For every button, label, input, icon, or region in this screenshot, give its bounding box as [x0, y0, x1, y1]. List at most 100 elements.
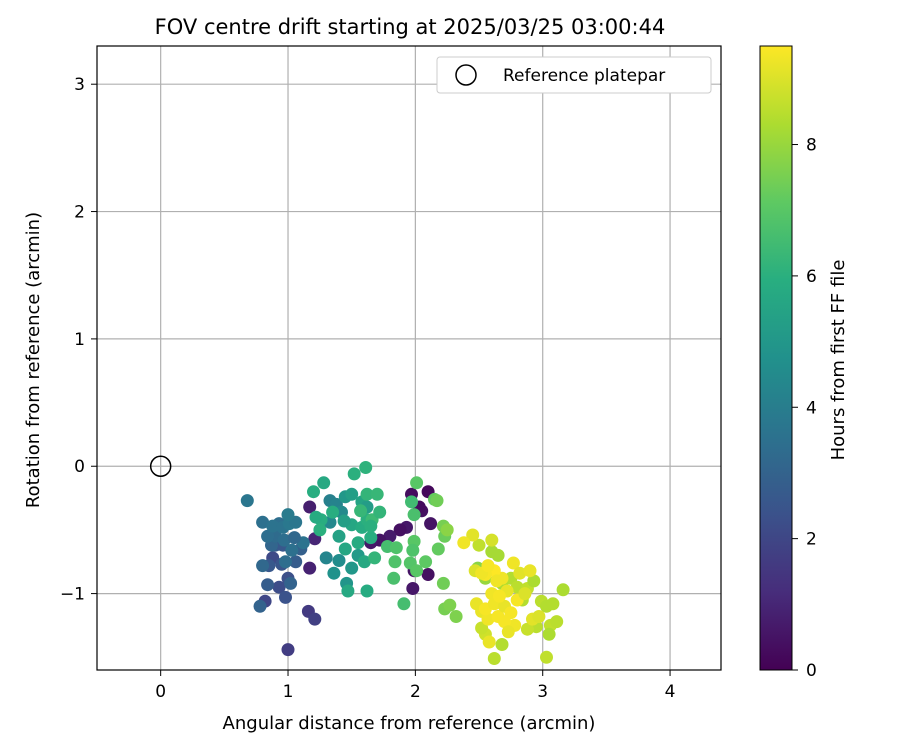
- data-point: [481, 612, 495, 626]
- data-point: [436, 576, 450, 590]
- data-point: [281, 643, 295, 657]
- data-point: [284, 576, 298, 590]
- data-point: [387, 571, 401, 585]
- data-point: [373, 505, 387, 519]
- data-point: [485, 533, 499, 547]
- data-point: [388, 555, 402, 569]
- data-point: [424, 517, 438, 531]
- data-point: [307, 485, 320, 499]
- data-point: [495, 638, 509, 651]
- data-point: [410, 476, 424, 490]
- data-point: [472, 538, 486, 552]
- y-tick-label: 0: [74, 457, 85, 477]
- data-point: [357, 555, 371, 569]
- data-point: [256, 559, 270, 573]
- colorbar-tick-label: 4: [806, 398, 817, 418]
- legend-box: [436, 56, 712, 94]
- y-tick-label: 2: [74, 203, 85, 223]
- data-point: [326, 505, 340, 519]
- data-point: [520, 622, 534, 636]
- data-point: [513, 566, 527, 580]
- data-point: [279, 590, 292, 604]
- data-point: [405, 495, 418, 509]
- data-point: [303, 500, 317, 514]
- data-point: [285, 543, 299, 557]
- data-point: [482, 635, 496, 649]
- data-point: [332, 554, 346, 567]
- data-point: [345, 487, 359, 501]
- data-point: [443, 598, 457, 612]
- data-point: [406, 582, 420, 595]
- data-point: [383, 529, 397, 543]
- data-point: [364, 531, 378, 545]
- data-point: [501, 625, 515, 639]
- data-point: [368, 551, 382, 565]
- x-tick-label: 0: [155, 682, 166, 702]
- data-point: [277, 533, 291, 547]
- x-tick-label: 4: [665, 682, 676, 702]
- data-point: [360, 487, 374, 501]
- data-points: [240, 461, 570, 665]
- data-point: [319, 551, 333, 565]
- data-point: [523, 564, 537, 578]
- x-tick-label: 1: [283, 682, 294, 702]
- data-point: [397, 597, 411, 611]
- data-point: [550, 615, 564, 629]
- data-point: [332, 529, 346, 543]
- colorbar-ticks: 0 2 4 6 8: [792, 136, 817, 681]
- y-tick-label: 3: [74, 75, 85, 95]
- data-point: [351, 536, 365, 550]
- data-point: [540, 650, 553, 664]
- colorbar-tick-label: 2: [806, 530, 817, 550]
- data-point: [261, 578, 275, 592]
- data-point: [556, 583, 570, 597]
- x-tick-label: 3: [537, 682, 548, 702]
- data-point: [364, 519, 378, 533]
- colorbar: [759, 45, 793, 671]
- data-point: [313, 523, 327, 537]
- data-point: [527, 574, 541, 588]
- x-axis-label: Angular distance from reference (arcmin): [223, 713, 596, 734]
- grid: [97, 46, 721, 670]
- data-point: [272, 580, 286, 594]
- data-point: [338, 542, 352, 556]
- data-point: [389, 541, 403, 555]
- data-point: [309, 510, 323, 524]
- data-point: [393, 523, 407, 537]
- data-point: [279, 555, 292, 569]
- data-point: [281, 508, 295, 522]
- legend-label: Reference platepar: [503, 66, 665, 86]
- data-point: [410, 564, 424, 578]
- y-axis-ticks: −1 0 1 2 3: [60, 75, 97, 605]
- data-point: [317, 476, 331, 490]
- chart-title: FOV centre drift starting at 2025/03/25 …: [155, 15, 666, 39]
- data-point: [406, 543, 420, 557]
- data-point: [359, 461, 373, 474]
- data-point: [419, 555, 433, 569]
- legend-marker: [455, 64, 477, 86]
- data-point: [341, 584, 355, 598]
- data-point: [240, 494, 254, 508]
- data-point: [542, 627, 556, 641]
- data-point: [266, 519, 280, 533]
- data-point: [303, 561, 317, 575]
- data-point: [289, 555, 303, 569]
- colorbar-tick-label: 0: [806, 661, 817, 681]
- data-point: [430, 494, 444, 508]
- data-point: [491, 548, 505, 562]
- data-point: [466, 528, 480, 542]
- x-tick-label: 2: [410, 682, 421, 702]
- y-tick-label: 1: [74, 330, 85, 350]
- data-point: [337, 514, 351, 528]
- data-point: [481, 559, 495, 573]
- data-point: [421, 568, 435, 581]
- data-point: [449, 610, 463, 623]
- data-point: [518, 587, 532, 601]
- reference-marker: [149, 455, 172, 477]
- data-point: [546, 597, 560, 611]
- data-point: [407, 508, 421, 522]
- data-point: [492, 589, 506, 603]
- data-point: [457, 536, 471, 550]
- data-point: [498, 615, 511, 629]
